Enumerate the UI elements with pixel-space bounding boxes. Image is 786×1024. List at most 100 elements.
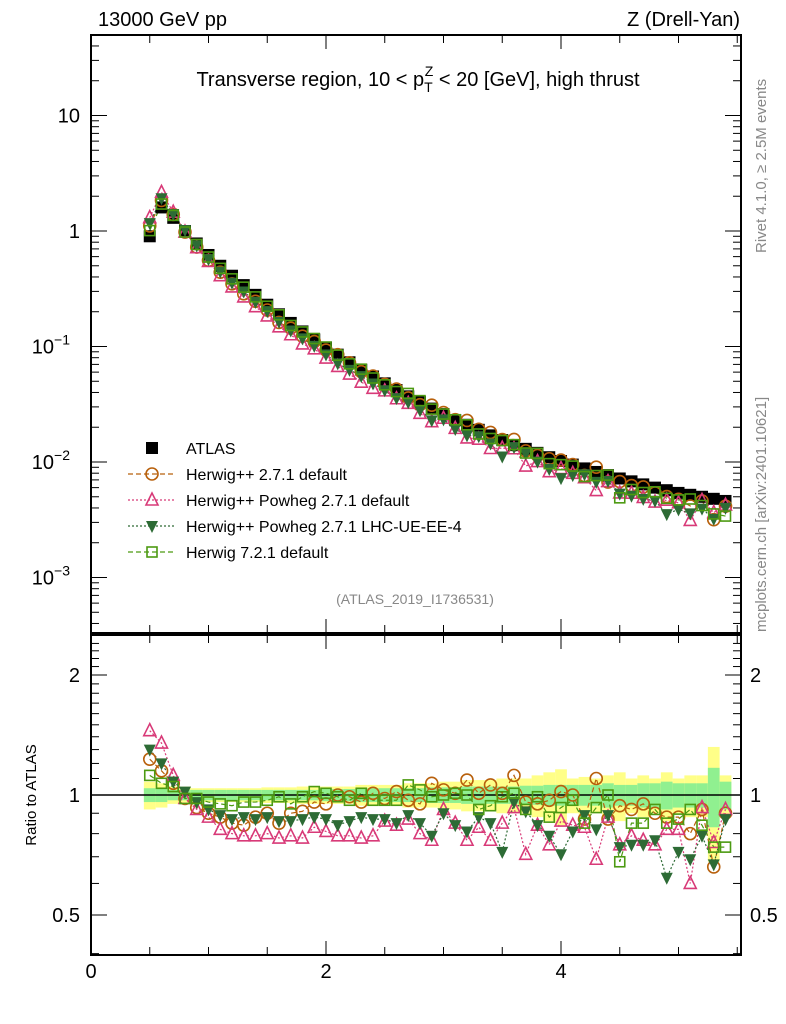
y-tick-label: 10−1 [32,332,70,359]
series-2-ratio-point [389,816,404,831]
series-3-point [684,508,697,521]
series-markers [142,183,733,890]
legend-label: Herwig 7.2.1 default [186,545,329,562]
series-1-point [589,460,604,474]
y-tick-label: 10−2 [32,447,70,474]
series-2-ratio-point [506,798,522,814]
series-1-ratio-point [389,784,404,799]
series-4-ratio-point [143,769,156,782]
series-4-point [437,408,450,420]
series-3-point [519,448,532,461]
stat-uncertainty-band [707,767,720,828]
series-3-ratio-point [672,846,685,859]
series-2-ratio-point [353,829,369,844]
series-2-point [236,288,252,303]
x-tick-label: 2 [320,961,331,983]
series-4-point [214,262,227,275]
series-2-ratio-point [553,812,569,827]
series-2-point [283,325,299,341]
series-3-point [602,475,614,488]
series-4-ratio-point [531,790,544,803]
plot-title: Transverse region, 10 < pTZ < 20 [GeV], … [196,63,640,95]
series-4-point [261,300,274,313]
series-2-ratio-point [224,824,240,840]
series-4-point [649,486,661,498]
series-4-ratio-point [613,855,626,868]
series-2-point [577,468,592,484]
series-2-ratio-point [494,814,510,829]
series-2-ratio-point [201,808,216,823]
series-4-point [190,238,203,251]
series-4-ratio-point [672,813,685,825]
series-2-ratio-point [236,827,252,842]
series-2-ratio-point [400,810,416,825]
ratio-tick-label-left: 2 [69,665,80,687]
series-3-ratio-point [649,835,661,848]
series-3-ratio-point [202,804,215,817]
series-3-ratio-point [625,839,638,852]
series-3-ratio-point [707,859,720,872]
series-4-point [308,332,321,345]
series-2-point [201,252,216,268]
series-1-ratio-point [612,798,627,813]
series-2-point [659,491,675,506]
series-4-ratio-point [155,777,168,790]
series-4-ratio-point [484,799,497,812]
x-tick-label: 0 [85,961,96,983]
series-4-point [202,251,215,263]
series-3-point [261,306,274,319]
series-1-ratio-point [507,768,521,783]
series-4-ratio-point [684,803,697,816]
series-2-point [483,439,498,455]
series-2-ratio-point [259,824,275,840]
series-3-ratio-point [531,820,544,833]
series-2-point [318,349,334,364]
series-3-point [167,208,180,221]
series-1-ratio-point [624,802,639,817]
series-3-ratio-point [367,814,379,827]
series-2-ratio-point [459,831,475,847]
series-4-ratio-point [590,801,603,814]
series-3-ratio-point [378,814,391,827]
title-superscript: Z [425,63,434,79]
series-3-ratio-point [449,820,462,833]
series-4-ratio-point [190,792,203,805]
series-4-ratio-point [555,801,567,814]
series-4-point [672,494,685,506]
ratio-y-label: Ratio to ATLAS [23,744,40,845]
series-4-point [226,273,238,285]
atlas-data-point [155,201,168,214]
series-3-point [531,456,544,469]
series-3-point [331,358,344,371]
series-3-ratio-point [484,818,497,831]
series-3-point [343,364,356,377]
series-4-ratio-point [566,794,579,807]
series-3-ratio-point [261,812,274,825]
series-4-ratio-point [402,779,415,791]
series-3-ratio-point [343,816,356,829]
series-4-ratio-point [414,784,426,796]
series-4-ratio-point [355,787,368,800]
series-3-ratio-point [143,744,156,757]
ratio-tick-label-right: 1 [750,785,761,807]
series-3-ratio-point [425,830,438,843]
legend-marker [146,521,158,533]
series-4-ratio-point [273,790,285,803]
series-4-point [508,438,520,451]
series-4-ratio-line [149,774,726,862]
legend-label: Herwig++ Powheg 2.7.1 LHC-UE-EE-4 [186,519,462,536]
series-4-ratio-point [378,794,391,807]
series-4-point [613,492,626,504]
series-3-ratio-point [414,818,426,831]
series-4-ratio-point [696,819,708,831]
series-1-ratio-point [683,826,698,841]
series-2-ratio-point [424,831,440,847]
series-2-ratio-point [671,820,686,836]
series-4-ratio-point [449,787,462,800]
series-4-point [155,198,168,210]
series-2-point [259,307,275,322]
legend: ATLAS Herwig++ 2.7.1 default Herwig++ Powh… [128,441,462,562]
series-2-point [541,462,557,478]
series-2-ratio-point [318,822,334,838]
legend-marker [144,491,160,506]
